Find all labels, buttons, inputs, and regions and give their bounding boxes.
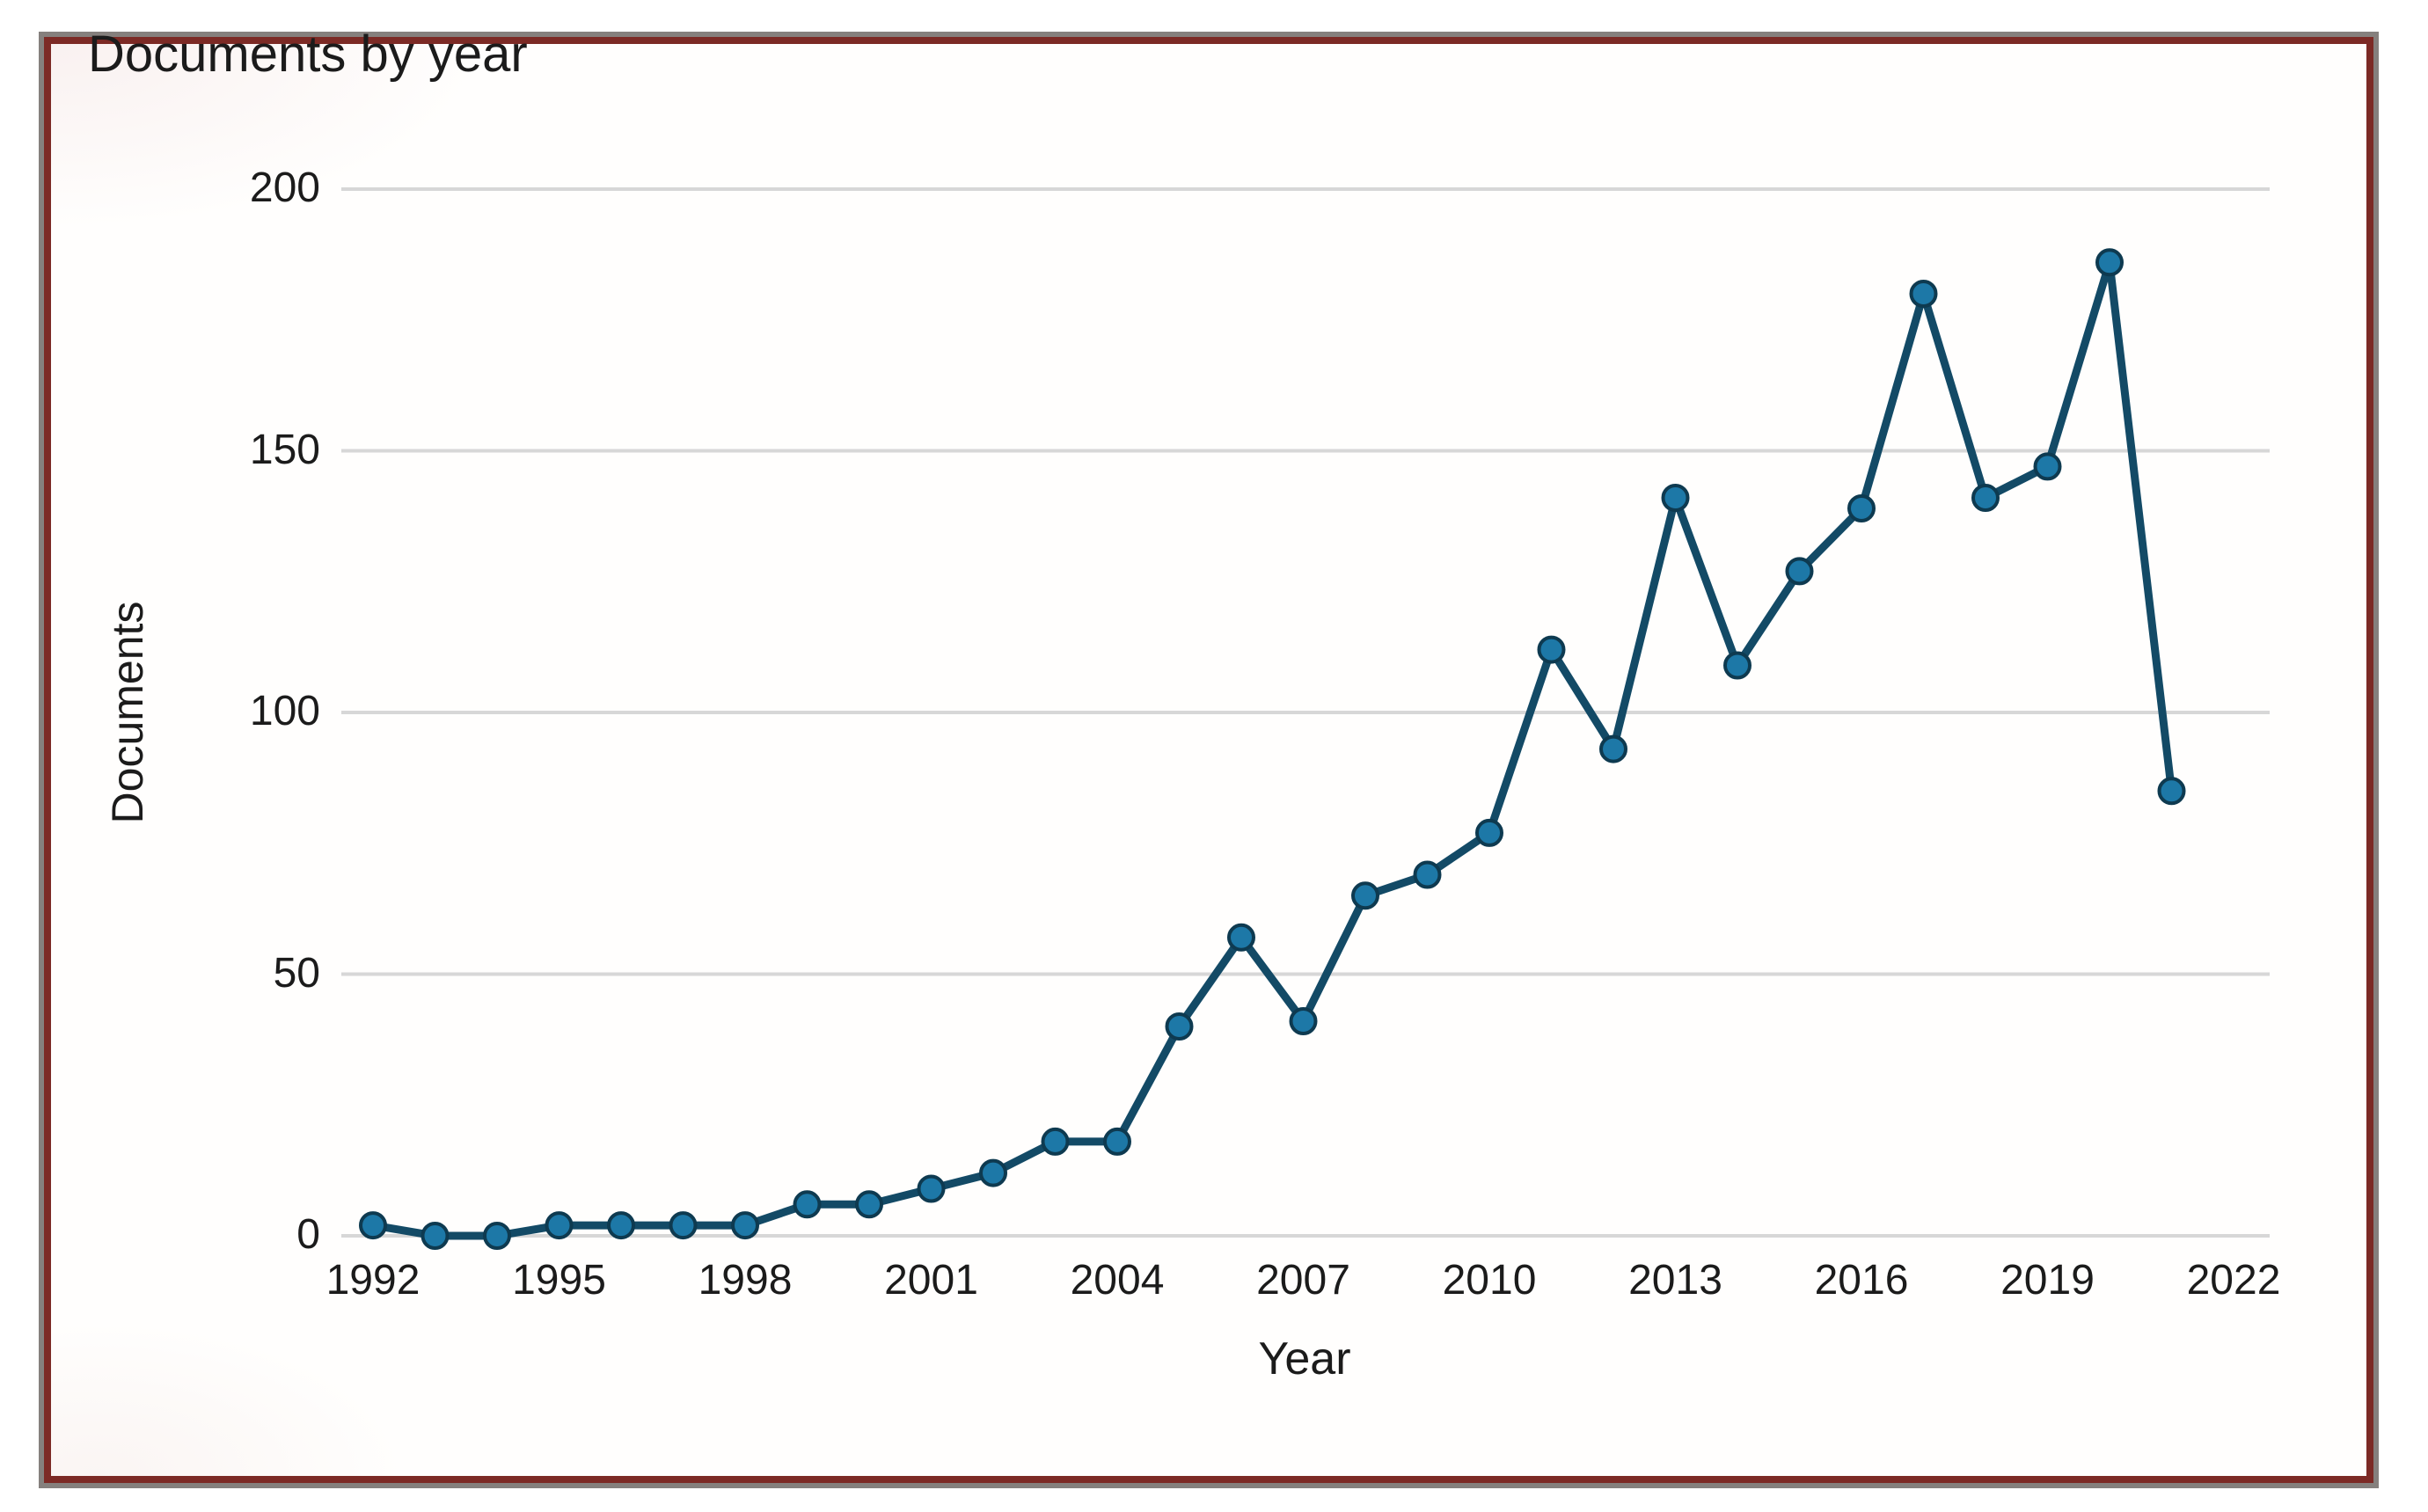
y-tick-label-50: 50 xyxy=(273,949,320,997)
data-point-2003 xyxy=(1041,1127,1070,1156)
data-point-2008 xyxy=(1351,881,1379,910)
data-point-1997 xyxy=(669,1211,698,1240)
data-point-2016 xyxy=(1847,494,1876,522)
data-point-2014 xyxy=(1723,651,1752,680)
data-point-1992 xyxy=(359,1211,387,1240)
data-point-2006 xyxy=(1227,923,1255,952)
data-point-2001 xyxy=(917,1174,946,1203)
x-tick-label-2016: 2016 xyxy=(1814,1257,1909,1304)
data-point-2021 xyxy=(2157,777,2186,806)
y-tick-label-100: 100 xyxy=(249,688,320,735)
data-point-1996 xyxy=(607,1211,635,1240)
data-point-1998 xyxy=(731,1211,759,1240)
x-tick-label-1998: 1998 xyxy=(698,1257,793,1304)
data-point-2007 xyxy=(1289,1007,1318,1035)
data-point-2012 xyxy=(1599,734,1627,763)
data-point-2005 xyxy=(1165,1012,1194,1041)
x-tick-label-1995: 1995 xyxy=(512,1257,606,1304)
y-axis-title: Documents xyxy=(103,601,152,824)
data-point-2018 xyxy=(1971,484,2000,512)
data-point-2010 xyxy=(1475,818,1503,847)
data-point-2019 xyxy=(2033,452,2062,481)
data-point-1995 xyxy=(545,1211,574,1240)
x-tick-label-2004: 2004 xyxy=(1070,1257,1165,1304)
data-point-1994 xyxy=(483,1222,511,1250)
data-point-2002 xyxy=(979,1158,1007,1187)
x-tick-label-2007: 2007 xyxy=(1256,1257,1350,1304)
data-point-2020 xyxy=(2095,248,2124,277)
data-point-2011 xyxy=(1537,635,1566,664)
data-point-1993 xyxy=(421,1222,450,1250)
x-tick-label-2010: 2010 xyxy=(1442,1257,1537,1304)
data-point-2013 xyxy=(1661,484,1690,512)
data-point-2015 xyxy=(1785,557,1814,586)
y-tick-label-150: 150 xyxy=(249,426,320,473)
y-tick-label-0: 0 xyxy=(296,1211,320,1259)
x-tick-label-2022: 2022 xyxy=(2186,1257,2281,1304)
data-point-2000 xyxy=(855,1190,883,1219)
data-point-1999 xyxy=(793,1190,822,1219)
x-tick-label-2019: 2019 xyxy=(2000,1257,2095,1304)
data-point-2017 xyxy=(1909,280,1938,308)
x-tick-label-2001: 2001 xyxy=(884,1257,978,1304)
x-tick-label-2013: 2013 xyxy=(1628,1257,1722,1304)
x-axis-title: Year xyxy=(1258,1333,1351,1384)
y-tick-label-200: 200 xyxy=(249,164,320,212)
data-point-2009 xyxy=(1413,860,1442,889)
x-tick-label-1992: 1992 xyxy=(325,1257,421,1304)
chart-title: Documents by year xyxy=(88,26,528,83)
documents-series-line xyxy=(369,258,2176,1240)
data-point-2004 xyxy=(1103,1127,1131,1156)
